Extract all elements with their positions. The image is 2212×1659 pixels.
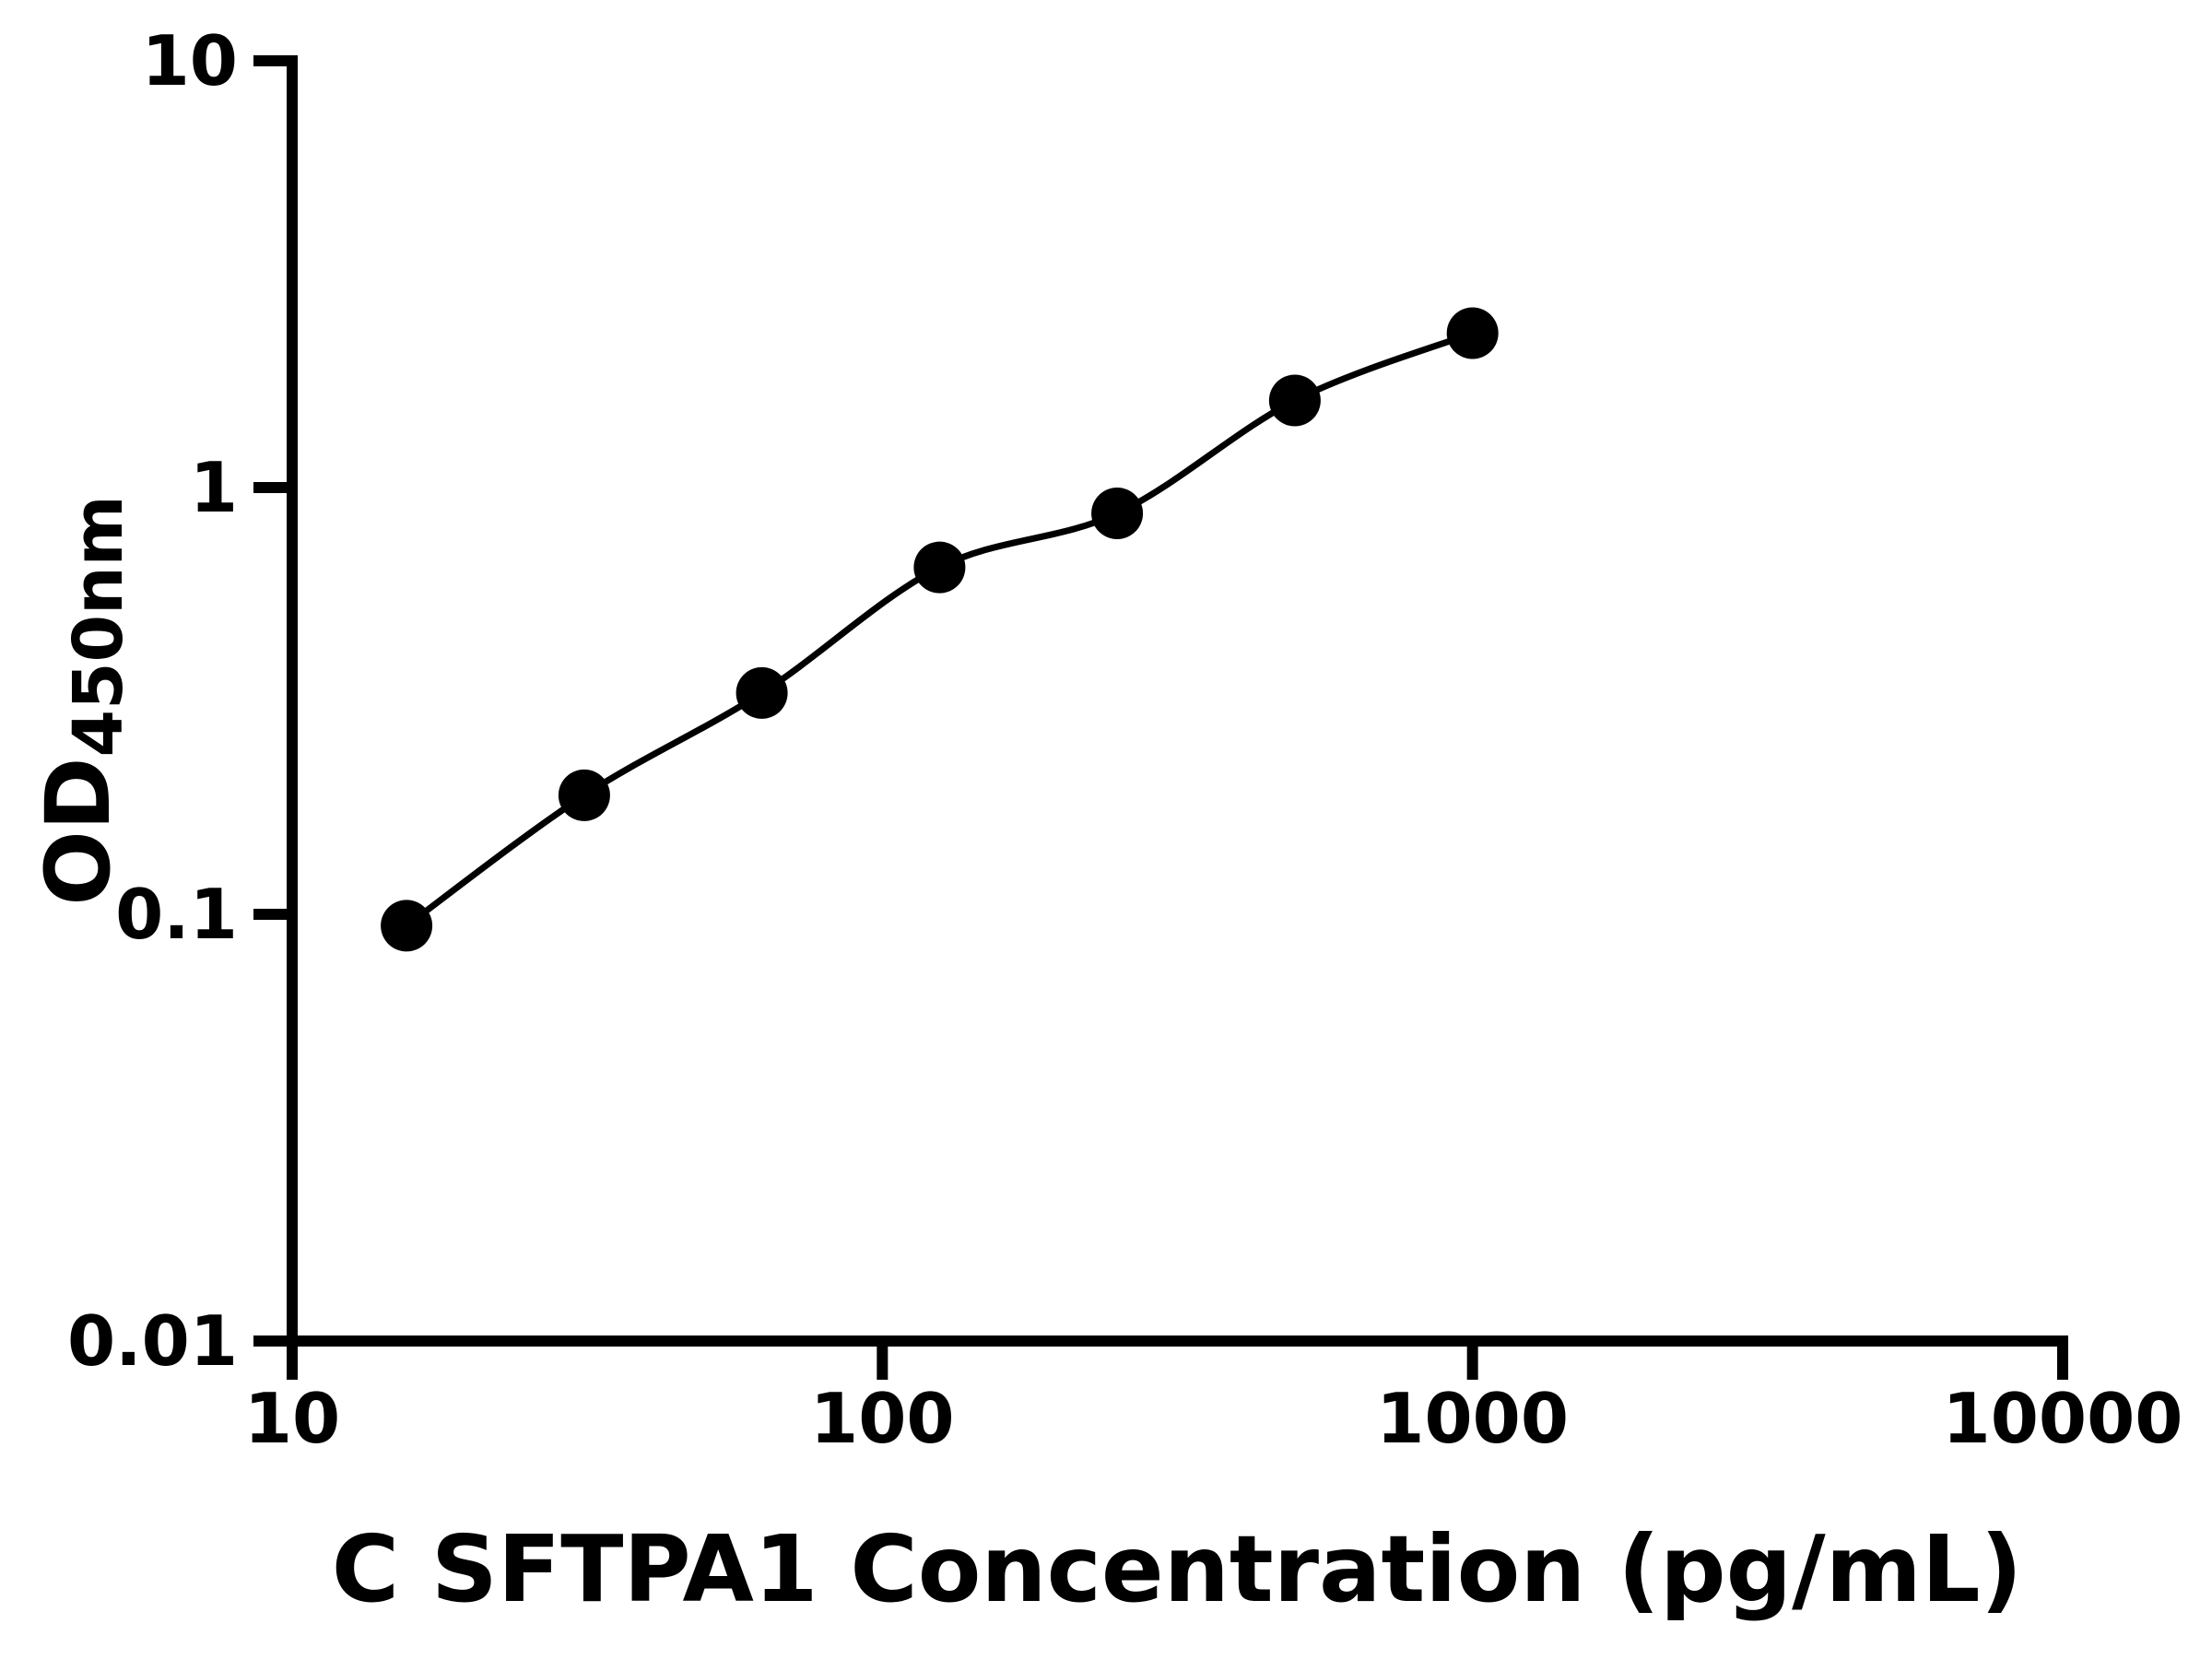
x-axis-title: C SFTPA1 Concentration (pg/mL) bbox=[332, 1515, 2023, 1623]
data-point bbox=[1446, 307, 1499, 359]
y-axis-title-main: OD bbox=[27, 757, 130, 905]
x-tick-label: 100 bbox=[810, 1378, 955, 1459]
x-axis-tick-labels: 10 100 1000 10000 bbox=[244, 1378, 2183, 1459]
fit-curve bbox=[405, 330, 1474, 929]
y-tick-label: 10 bbox=[142, 20, 238, 101]
y-axis-title: OD450nm bbox=[27, 495, 138, 906]
x-axis-ticks bbox=[287, 1341, 2068, 1380]
y-axis-ticks bbox=[253, 55, 292, 1347]
x-tick-label: 10 bbox=[244, 1378, 340, 1459]
data-series-layer bbox=[381, 307, 1499, 952]
x-tick-label: 10000 bbox=[1943, 1378, 2183, 1459]
data-point bbox=[735, 666, 788, 719]
data-point bbox=[558, 769, 610, 821]
y-tick-label: 1 bbox=[190, 447, 238, 528]
x-tick-label: 1000 bbox=[1376, 1378, 1569, 1459]
data-point bbox=[913, 541, 966, 594]
data-point bbox=[1268, 374, 1321, 427]
data-point bbox=[381, 900, 433, 952]
y-axis-title-subscript: 450nm bbox=[59, 495, 138, 757]
axes bbox=[287, 55, 2068, 1347]
data-point bbox=[1091, 488, 1144, 539]
y-tick-label: 0.01 bbox=[67, 1300, 238, 1382]
y-tick-label: 0.1 bbox=[115, 874, 238, 955]
y-axis-tick-labels: 0.01 0.1 1 10 bbox=[67, 20, 238, 1382]
